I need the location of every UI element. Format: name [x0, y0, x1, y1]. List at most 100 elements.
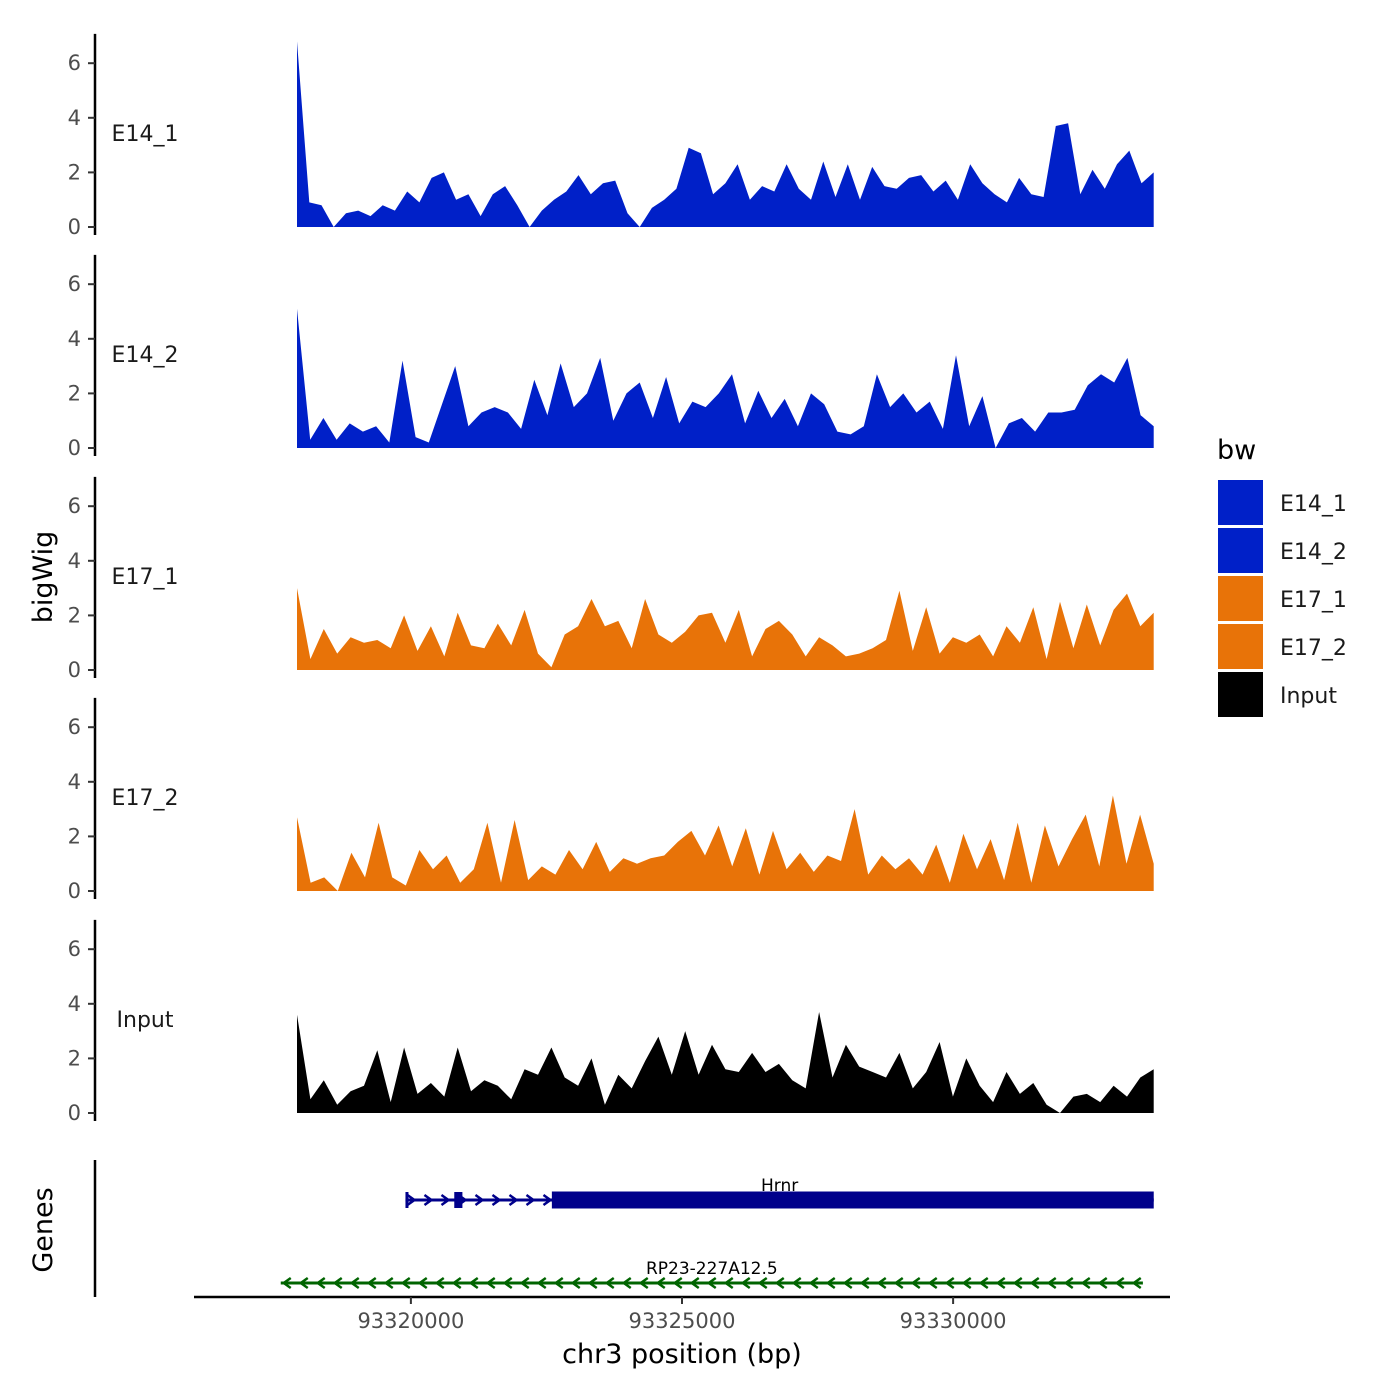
strand-chevron	[519, 1276, 530, 1290]
gene-label: RP23-227A12.5	[646, 1259, 778, 1279]
genes-axis-title: Genes	[28, 1187, 59, 1272]
strand-chevron	[1114, 1276, 1125, 1290]
genes-panel: Hrnr RP23-227A12.5	[93, 1160, 1154, 1297]
strand-chevron	[927, 1276, 938, 1290]
strand-chevron	[672, 1276, 683, 1290]
strand-chevron	[774, 1276, 785, 1290]
strand-chevron	[689, 1276, 700, 1290]
y-tick-label: 4	[68, 106, 81, 130]
y-tick-label: 0	[68, 436, 81, 460]
strand-chevron	[298, 1276, 309, 1290]
strand-chevron	[536, 1276, 547, 1290]
strand-chevron	[423, 1193, 434, 1207]
strand-chevron	[740, 1276, 751, 1290]
strand-chevron	[406, 1193, 417, 1207]
y-tick-label: 2	[68, 824, 81, 848]
legend-label-Input: Input	[1280, 684, 1337, 709]
area-E14_1	[297, 41, 1154, 228]
strand-chevron	[604, 1276, 615, 1290]
strand-chevron	[876, 1276, 887, 1290]
strand-chevron	[791, 1276, 802, 1290]
strand-chevron	[349, 1276, 360, 1290]
strand-chevron	[842, 1276, 853, 1290]
strand-chevron	[1012, 1276, 1023, 1290]
strand-chevron	[468, 1276, 479, 1290]
strand-chevron	[1029, 1276, 1040, 1290]
strand-chevron	[910, 1276, 921, 1290]
strand-chevron	[638, 1276, 649, 1290]
strand-chevron	[808, 1276, 819, 1290]
area-E14_2	[297, 308, 1154, 448]
strand-chevron	[366, 1276, 377, 1290]
gene-RP23-227A12.5: RP23-227A12.5	[280, 1259, 1143, 1290]
strand-chevron	[434, 1276, 445, 1290]
track-E14_2: 0 2 4 6 E14_2	[68, 254, 1154, 460]
legend-swatch-E17_2	[1218, 624, 1263, 669]
strand-chevron	[332, 1276, 343, 1290]
track-label: E14_2	[112, 343, 179, 368]
track-label: E17_1	[112, 565, 179, 590]
legend-swatch-E14_2	[1218, 528, 1263, 573]
legend-label-E14_2: E14_2	[1280, 540, 1347, 565]
strand-chevron	[383, 1276, 394, 1290]
strand-chevron	[417, 1276, 428, 1290]
strand-chevron	[451, 1276, 462, 1290]
x-tick-label: 93320000	[357, 1309, 464, 1333]
strand-chevron	[1131, 1276, 1142, 1290]
strand-chevron	[587, 1276, 598, 1290]
strand-chevron	[315, 1276, 326, 1290]
y-tick-label: 0	[68, 1101, 81, 1125]
strand-chevron	[1097, 1276, 1108, 1290]
legend-swatch-Input	[1218, 672, 1263, 717]
legend-title: bw	[1217, 435, 1256, 466]
strand-chevron	[542, 1193, 553, 1207]
strand-chevron	[553, 1276, 564, 1290]
strand-chevron	[491, 1193, 502, 1207]
area-E17_1	[297, 588, 1154, 670]
y-tick-label: 4	[68, 327, 81, 351]
exon	[405, 1192, 409, 1208]
legend-label-E14_1: E14_1	[1280, 492, 1347, 517]
strand-chevron	[961, 1276, 972, 1290]
legend: bw E14_1 E14_2 E17_1 E17_2 Input	[1217, 435, 1347, 717]
track-label: E17_2	[112, 786, 179, 811]
legend-swatch-E17_1	[1218, 576, 1263, 621]
y-tick-label: 0	[68, 658, 81, 682]
strand-chevron	[859, 1276, 870, 1290]
strand-chevron	[825, 1276, 836, 1290]
y-tick-label: 4	[68, 770, 81, 794]
track-E14_1: 0 2 4 6 E14_1	[68, 33, 1154, 239]
track-E17_2: 0 2 4 6 E17_2	[68, 697, 1154, 903]
track-label: E14_1	[112, 122, 179, 147]
y-tick-label: 0	[68, 879, 81, 903]
area-E17_2	[297, 795, 1154, 891]
strand-chevron	[508, 1193, 519, 1207]
y-tick-label: 6	[68, 494, 81, 518]
strand-chevron	[525, 1193, 536, 1207]
gene-label: Hrnr	[761, 1176, 798, 1196]
strand-chevron	[723, 1276, 734, 1290]
legend-label-E17_1: E17_1	[1280, 588, 1347, 613]
strand-chevron	[281, 1276, 292, 1290]
legend-label-E17_2: E17_2	[1280, 636, 1347, 661]
y-tick-label: 2	[68, 160, 81, 184]
track-E17_1: 0 2 4 6 E17_1	[68, 476, 1154, 682]
x-axis: 93320000 93325000 93330000	[194, 1295, 1170, 1333]
strand-chevron	[474, 1193, 485, 1207]
y-tick-label: 4	[68, 992, 81, 1016]
exon	[551, 1191, 1154, 1209]
x-tick-label: 93325000	[629, 1309, 736, 1333]
strand-chevron	[893, 1276, 904, 1290]
strand-chevron	[655, 1276, 666, 1290]
legend-swatch-E14_1	[1218, 480, 1263, 525]
strand-chevron	[502, 1276, 513, 1290]
strand-chevron	[1080, 1276, 1091, 1290]
tracks-layer: 0 2 4 6 E14_1 0 2 4 6 E14_2 0 2 4 6 E17_1 0 2 4 6 E17_2 0 2 4 6…	[68, 33, 1154, 1125]
area-Input	[297, 1012, 1154, 1113]
strand-chevron	[1063, 1276, 1074, 1290]
track-Input: 0 2 4 6 Input	[68, 919, 1154, 1125]
y-tick-label: 4	[68, 549, 81, 573]
y-tick-label: 6	[68, 715, 81, 739]
gene-Hrnr: Hrnr	[405, 1176, 1154, 1209]
strand-chevron	[757, 1276, 768, 1290]
